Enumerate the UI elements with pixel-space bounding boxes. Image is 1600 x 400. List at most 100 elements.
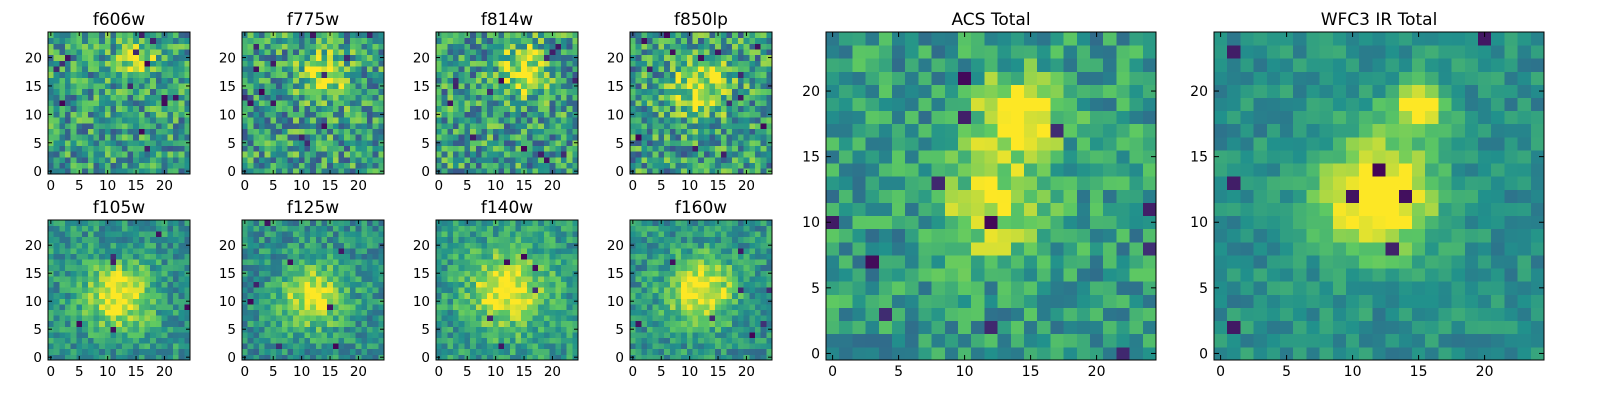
- heatmap-cell: [492, 309, 499, 316]
- heatmap-cell: [110, 134, 117, 141]
- heatmap-cell: [464, 281, 471, 288]
- heatmap-cell: [749, 111, 756, 118]
- heatmap-cell: [715, 162, 722, 169]
- heatmap-cell: [361, 220, 368, 226]
- heatmap-cell: [355, 145, 362, 152]
- heatmap-cell: [658, 49, 665, 56]
- heatmap-cell: [361, 253, 368, 260]
- heatmap-cell: [270, 281, 277, 288]
- heatmap-cell: [652, 156, 659, 164]
- heatmap-cell: [287, 37, 294, 44]
- heatmap-cell: [458, 253, 465, 260]
- heatmap-cell: [372, 315, 379, 322]
- heatmap-cell: [53, 270, 60, 277]
- heatmap-cell: [70, 66, 77, 73]
- heatmap-cell: [754, 343, 762, 350]
- heatmap-cell: [116, 32, 123, 39]
- heatmap-cell: [293, 264, 300, 271]
- heatmap-cell: [355, 156, 362, 164]
- heatmap-cell: [475, 264, 482, 271]
- heatmap-cell: [270, 292, 277, 299]
- heatmap-cell: [555, 83, 562, 90]
- heatmap-cell: [560, 281, 568, 288]
- heatmap-cell: [293, 292, 300, 299]
- heatmap-cell: [161, 320, 168, 327]
- heatmap-cell: [647, 348, 654, 355]
- heatmap-cell: [703, 292, 710, 299]
- heatmap-cell: [138, 292, 145, 299]
- heatmap-cell: [82, 60, 89, 67]
- heatmap-cell: [184, 117, 191, 124]
- heatmap-cell: [167, 264, 174, 271]
- heatmap-cell: [133, 117, 140, 124]
- heatmap-cell: [133, 348, 140, 355]
- heatmap-cell: [150, 134, 157, 141]
- heatmap-cell: [121, 320, 128, 327]
- heatmap-cell: [453, 281, 460, 288]
- heatmap-cell: [87, 292, 94, 299]
- heatmap-cell: [658, 37, 665, 44]
- heatmap-cell: [315, 168, 322, 175]
- heatmap-cell: [93, 111, 100, 118]
- heatmap-cell: [315, 54, 322, 61]
- heatmap-cell: [167, 117, 174, 124]
- heatmap-cell: [172, 83, 180, 90]
- heatmap-cell: [481, 134, 488, 141]
- heatmap-cell: [549, 236, 556, 243]
- heatmap-cell: [492, 304, 499, 310]
- heatmap-cell: [647, 326, 654, 333]
- heatmap-cell: [310, 54, 317, 61]
- heatmap-cell: [184, 32, 191, 39]
- heatmap-cell: [133, 88, 140, 95]
- heatmap-cell: [737, 105, 744, 112]
- heatmap-cell: [543, 83, 550, 90]
- heatmap-cell: [703, 304, 710, 310]
- heatmap-cell: [155, 128, 162, 135]
- heatmap-cell: [144, 94, 151, 101]
- heatmap-cell: [65, 168, 72, 175]
- heatmap-cell: [487, 134, 494, 141]
- heatmap-cell: [487, 151, 494, 158]
- heatmap-cell: [99, 145, 106, 152]
- heatmap-cell: [664, 117, 671, 124]
- heatmap-cell: [178, 168, 185, 175]
- heatmap-cell: [70, 320, 77, 327]
- heatmap-cell: [560, 270, 568, 277]
- heatmap-cell: [150, 111, 157, 118]
- heatmap-cell: [121, 117, 128, 124]
- heatmap-cell: [749, 66, 756, 73]
- heatmap-cell: [698, 60, 705, 67]
- heatmap-cell: [675, 134, 682, 141]
- heatmap-cell: [65, 270, 72, 277]
- heatmap-cell: [378, 332, 385, 338]
- heatmap-cell: [703, 83, 710, 90]
- heatmap-cell: [532, 292, 539, 299]
- heatmap-cell: [338, 32, 345, 39]
- heatmap-cell: [543, 253, 550, 260]
- heatmap-cell: [675, 298, 682, 305]
- heatmap-cell: [65, 276, 72, 282]
- heatmap-cell: [726, 122, 733, 129]
- heatmap-cell: [59, 309, 66, 316]
- heatmap-cell: [59, 54, 66, 61]
- heatmap-cell: [436, 276, 443, 282]
- y-tick-label: 15: [607, 79, 624, 95]
- heatmap-cell: [133, 111, 140, 118]
- heatmap-cell: [298, 225, 305, 232]
- heatmap-cell: [161, 326, 168, 333]
- x-tick-label: 5: [75, 178, 84, 194]
- heatmap-cell: [304, 304, 311, 310]
- heatmap-cell: [549, 343, 556, 350]
- heatmap-cell: [65, 117, 72, 124]
- x-tick-label: 15: [127, 364, 144, 380]
- heatmap-cell: [259, 320, 266, 327]
- heatmap-cell: [726, 276, 733, 282]
- heatmap-cell: [121, 231, 128, 238]
- heatmap-cell: [76, 156, 83, 164]
- heatmap-cell: [287, 105, 294, 112]
- heatmap-cell: [458, 100, 465, 107]
- heatmap-cell: [76, 88, 83, 95]
- heatmap-cell: [161, 309, 168, 316]
- heatmap-cell: [276, 139, 283, 146]
- heatmap-cell: [732, 139, 739, 146]
